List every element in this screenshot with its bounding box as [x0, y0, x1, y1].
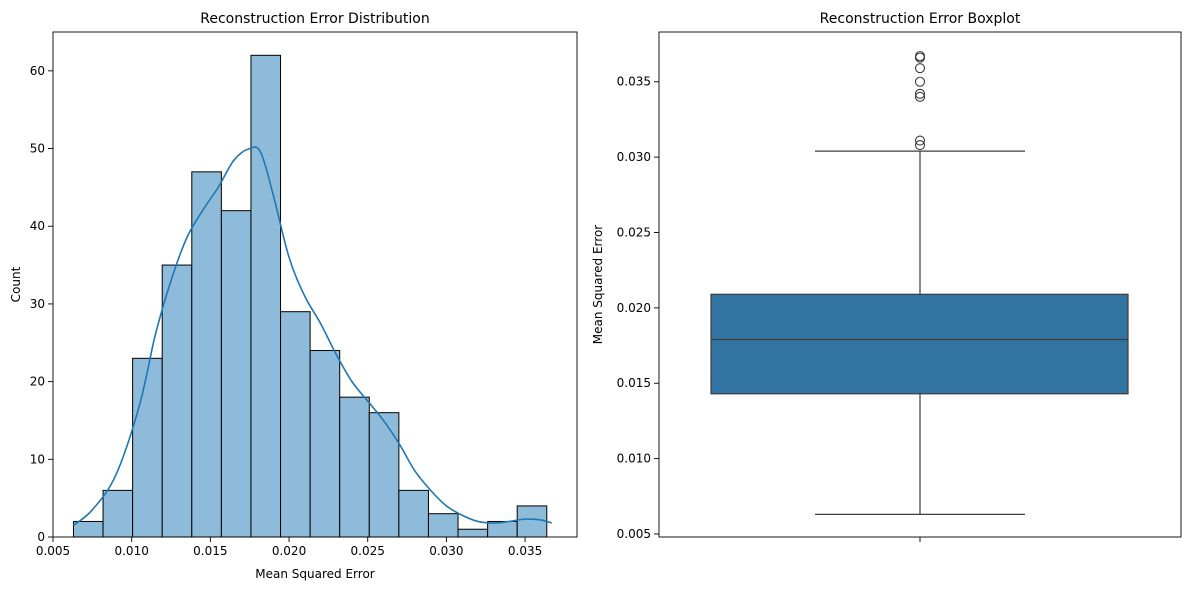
- histogram-bar: [339, 396, 370, 538]
- histogram-plot-frame: [52, 31, 578, 538]
- histogram-bar: [132, 357, 163, 538]
- kde-curve: [72, 146, 553, 526]
- histogram-bar: [427, 513, 459, 538]
- histogram-bars: [72, 54, 548, 538]
- histogram-bar: [398, 489, 429, 538]
- boxplot-y-ticks: 0.005 0.010 0.015 0.020 0.025 0.030 0.035: [617, 75, 659, 541]
- histogram-y-tick-label: 60: [30, 64, 45, 78]
- histogram-y-tick-label: 40: [30, 219, 45, 233]
- histogram-x-tick-label: 0.005: [36, 544, 70, 558]
- histogram-bar: [250, 54, 282, 538]
- histogram-bar: [102, 489, 134, 538]
- outlier-point: [914, 88, 926, 99]
- boxplot-panel: Reconstruction Error Boxplot 0.0050.0100…: [591, 11, 1182, 542]
- histogram-x-tick-label: 0.020: [272, 544, 306, 558]
- boxplot-y-tick-label: 0.025: [617, 225, 651, 239]
- boxplot-y-tick-label: 0.010: [617, 452, 651, 466]
- histogram-x-ticks: 0.005 0.010 0.015 0.020 0.025 0.030 0.035: [36, 537, 542, 558]
- histogram-y-tick-label: 30: [30, 297, 45, 311]
- histogram-bar: [516, 505, 548, 538]
- histogram-bar: [72, 520, 104, 538]
- histogram-bar: [191, 171, 222, 538]
- histogram-x-tick-label: 0.015: [193, 544, 227, 558]
- boxplot-y-tick-label: 0.035: [617, 75, 651, 89]
- histogram-y-tick-label: 20: [30, 375, 45, 389]
- boxplot-shapes: [710, 51, 1129, 515]
- outlier-point: [914, 63, 926, 74]
- histogram-bar: [161, 264, 193, 538]
- histogram-bar: [309, 350, 341, 538]
- histogram-x-label: Mean Squared Error: [255, 567, 375, 581]
- histogram-y-tick-label: 0: [37, 530, 45, 544]
- histogram-bar: [280, 311, 311, 538]
- histogram-x-tick-label: 0.030: [429, 544, 463, 558]
- outlier-point: [914, 76, 926, 87]
- boxplot-y-tick-label: 0.030: [617, 150, 651, 164]
- boxplot-y-label: Mean Squared Error: [591, 225, 605, 345]
- histogram-panel: Reconstruction Error Distribution 0.005 0…: [9, 11, 578, 581]
- histogram-y-tick-label: 50: [30, 142, 45, 156]
- boxplot-title: Reconstruction Error Boxplot: [820, 11, 1021, 27]
- histogram-y-tick-label: 10: [30, 452, 45, 466]
- histogram-bar: [368, 412, 400, 538]
- outlier-point: [914, 51, 926, 62]
- histogram-x-tick-label: 0.010: [114, 544, 148, 558]
- histogram-bar: [457, 528, 489, 538]
- histogram-title: Reconstruction Error Distribution: [200, 11, 429, 27]
- interquartile-box: [710, 293, 1129, 395]
- boxplot-y-tick-label: 0.005: [617, 527, 651, 541]
- histogram-bar: [220, 210, 252, 538]
- boxplot-y-tick-label: 0.015: [617, 376, 651, 390]
- boxplot-y-tick-label: 0.020: [617, 301, 651, 315]
- histogram-x-tick-label: 0.025: [351, 544, 385, 558]
- outlier-point: [914, 135, 926, 146]
- histogram-y-ticks: 0 10 20 30 40 50 60: [30, 64, 53, 544]
- histogram-x-tick-label: 0.035: [508, 544, 542, 558]
- outlier-point: [914, 91, 926, 102]
- outlier-point: [914, 140, 926, 151]
- histogram-y-label: Count: [9, 266, 23, 302]
